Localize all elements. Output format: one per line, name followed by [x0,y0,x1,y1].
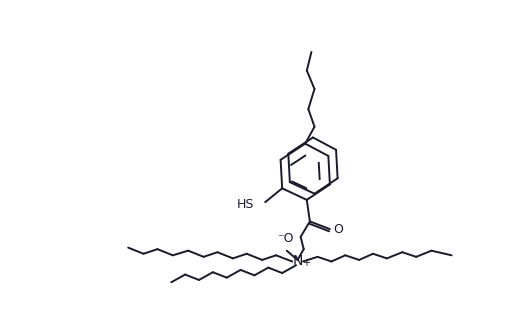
Text: O: O [334,223,343,236]
Text: N: N [292,254,303,268]
Text: ⁻O: ⁻O [277,232,294,245]
Text: HS: HS [237,198,254,211]
Text: +: + [302,259,310,268]
